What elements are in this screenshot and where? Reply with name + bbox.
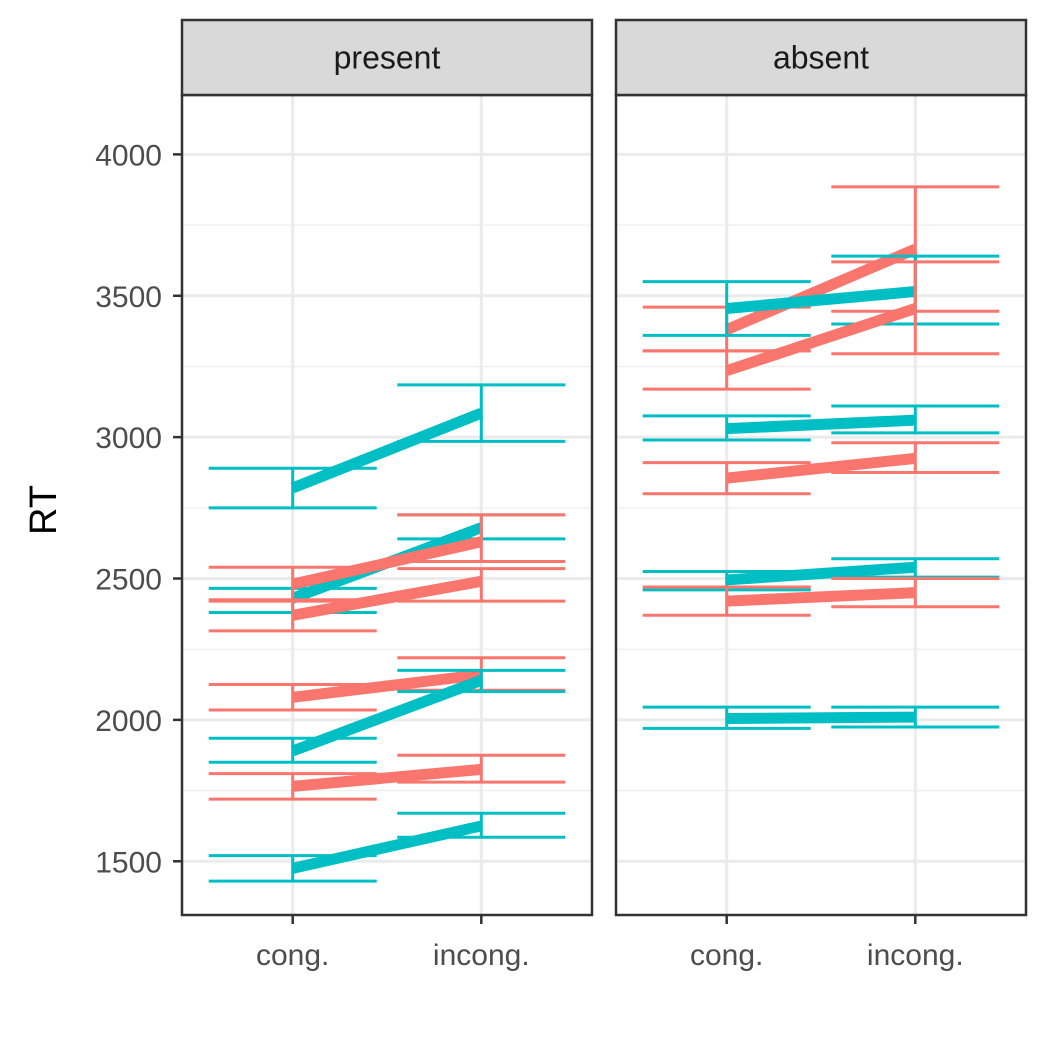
series-line xyxy=(724,303,918,376)
series-line xyxy=(726,452,916,484)
series-absent-3 xyxy=(642,260,1000,391)
y-axis-title: RT xyxy=(23,485,65,535)
series-line xyxy=(726,711,916,724)
facet-strip xyxy=(614,18,1028,97)
series-present-1 xyxy=(208,383,566,510)
x-tick-label: incong. xyxy=(433,939,530,972)
series-line xyxy=(292,763,482,792)
y-tick-label: 1500 xyxy=(95,846,162,879)
panel-background xyxy=(182,95,592,915)
y-tick-label: 3000 xyxy=(95,422,162,455)
series-present-4 xyxy=(208,567,566,633)
panel-background xyxy=(616,95,1026,915)
series-line xyxy=(291,575,483,621)
series-line xyxy=(291,536,483,590)
series-line xyxy=(292,669,482,703)
x-tick-label: cong. xyxy=(690,939,763,972)
x-tick-label: incong. xyxy=(867,939,964,972)
y-tick-label: 3500 xyxy=(95,281,162,314)
series-absent-5 xyxy=(642,441,1000,496)
facet-strip xyxy=(180,18,594,97)
series-present-6 xyxy=(208,668,566,764)
series-line xyxy=(726,561,916,586)
y-tick-label: 4000 xyxy=(95,139,162,172)
series-absent-7 xyxy=(642,577,1000,617)
series-line xyxy=(726,414,916,435)
series-line xyxy=(291,820,483,874)
y-tick-label: 2500 xyxy=(95,564,162,597)
series-present-7 xyxy=(208,753,566,801)
series-line xyxy=(726,286,916,314)
facet-strip-label: present xyxy=(334,40,441,76)
series-present-8 xyxy=(208,811,566,883)
series-line xyxy=(290,675,484,757)
facet-strip-label: absent xyxy=(773,40,869,76)
series-absent-8 xyxy=(642,705,1000,730)
series-line xyxy=(290,407,484,494)
y-tick-label: 2000 xyxy=(95,705,162,738)
x-tick-label: cong. xyxy=(256,939,329,972)
series-line xyxy=(726,587,916,607)
series-absent-4 xyxy=(642,404,1000,442)
